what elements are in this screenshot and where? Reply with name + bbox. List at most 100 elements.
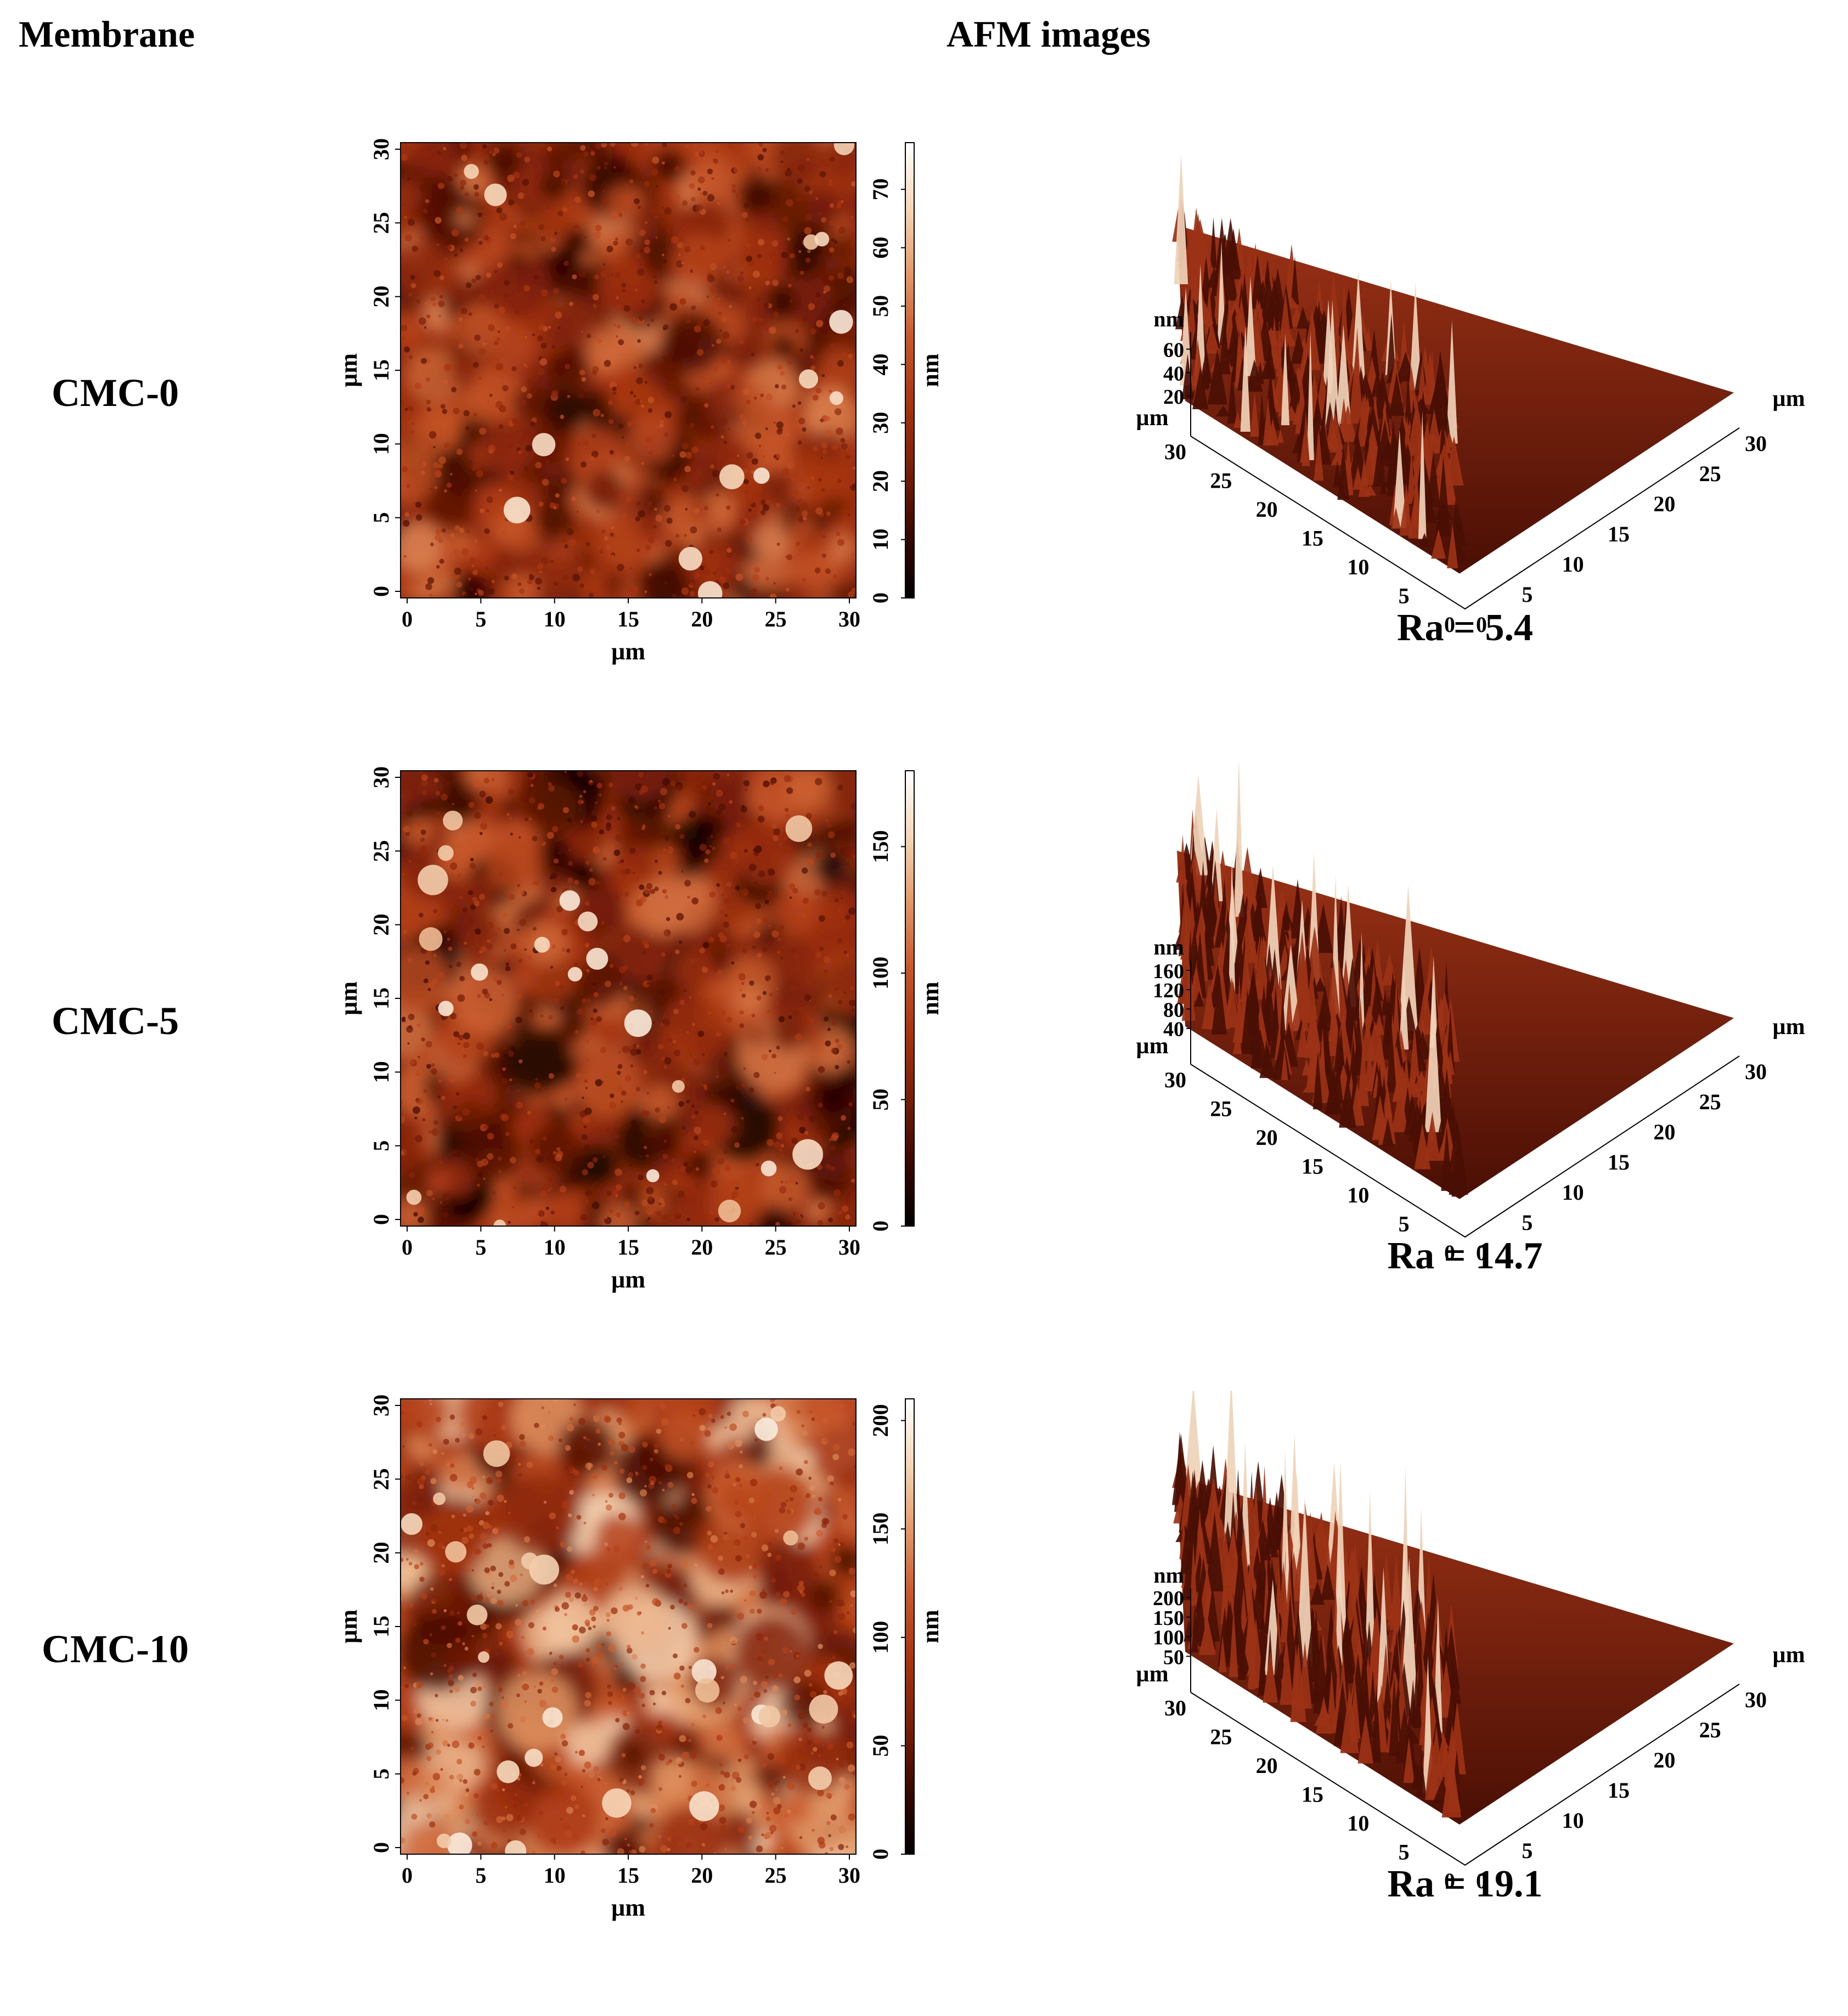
y-tick-label: 25 xyxy=(369,212,393,234)
y-tick-label: 30 xyxy=(369,766,393,788)
surface-left-tick-label: 30 xyxy=(1164,1068,1186,1092)
x-tick-label: 0 xyxy=(402,1235,413,1260)
colorbar-tick-label: 30 xyxy=(868,412,893,434)
surface-left-tick-label: 25 xyxy=(1210,1097,1232,1121)
colorbar-tick-label: 200 xyxy=(868,1404,893,1437)
y-tick-label: 20 xyxy=(369,914,393,936)
surface-right-tick-label: 20 xyxy=(1653,492,1675,516)
x-tick-label: 5 xyxy=(475,1235,486,1260)
y-tick-label: 10 xyxy=(369,1061,393,1083)
x-tick-label: 5 xyxy=(475,607,486,631)
surface-right-tick-label: 30 xyxy=(1745,431,1767,456)
y-axis-unit: µm xyxy=(335,981,362,1015)
surface-z-tick-label: 20 xyxy=(1163,386,1184,409)
y-tick-label: 0 xyxy=(369,1214,393,1225)
colorbar-tick-label: 0 xyxy=(868,1221,893,1232)
surface-left-tick-label: 5 xyxy=(1399,1212,1410,1236)
membrane-name: CMC-10 xyxy=(0,1627,230,1672)
y-tick-label: 15 xyxy=(369,987,393,1009)
height-map-texture xyxy=(368,763,886,1256)
surface-right-tick-label: 20 xyxy=(1653,1748,1675,1772)
colorbar-tick-label: 10 xyxy=(868,529,893,551)
y-tick-label: 0 xyxy=(369,586,393,597)
colorbar-tick-label: 100 xyxy=(868,1621,893,1654)
membrane-name: CMC-5 xyxy=(0,998,230,1044)
afm-images-header: AFM images xyxy=(946,12,1151,56)
x-tick-label: 10 xyxy=(544,607,566,631)
y-tick-label: 15 xyxy=(369,359,393,381)
surface-right-tick-label: 25 xyxy=(1699,1089,1721,1114)
afm-2d-height-map: 005510101515202025253030µmµm010203040506… xyxy=(329,134,977,683)
membrane-name: CMC-0 xyxy=(0,370,230,416)
surface-right-unit: µm xyxy=(1772,1642,1805,1668)
surface-right-unit: µm xyxy=(1772,386,1805,411)
surface-right-tick-label: 10 xyxy=(1562,1808,1584,1833)
colorbar-tick-label: 150 xyxy=(868,1512,893,1545)
surface-left-tick-label: 15 xyxy=(1302,526,1323,551)
colorbar-unit: nm xyxy=(917,981,944,1015)
x-tick-label: 20 xyxy=(691,1863,713,1888)
surface-left-tick-label: 5 xyxy=(1399,1840,1410,1865)
surface-left-tick-label: 30 xyxy=(1164,439,1186,464)
y-tick-label: 30 xyxy=(369,138,393,160)
height-map-texture xyxy=(366,1391,883,1878)
y-tick-label: 20 xyxy=(369,286,393,308)
x-axis-unit: µm xyxy=(611,638,645,665)
colorbar-tick-label: 150 xyxy=(868,830,893,863)
x-tick-label: 10 xyxy=(544,1863,566,1888)
x-tick-label: 15 xyxy=(617,1863,639,1888)
afm-2d-height-map: 005510101515202025253030µmµm050100150200… xyxy=(329,1391,977,1939)
y-tick-label: 10 xyxy=(369,1689,393,1711)
y-axis-unit: µm xyxy=(335,353,362,387)
x-tick-label: 30 xyxy=(838,607,860,631)
colorbar-tick-label: 50 xyxy=(868,1088,893,1110)
x-tick-label: 0 xyxy=(402,1863,413,1888)
surface-z-unit: nm xyxy=(1153,935,1184,959)
surface-right-tick-label: 15 xyxy=(1608,1778,1630,1803)
height-map-texture xyxy=(372,134,887,612)
y-tick-label: 25 xyxy=(369,1468,393,1490)
surface-z-tick-label: 60 xyxy=(1163,338,1184,362)
colorbar-unit: nm xyxy=(917,353,944,387)
x-tick-label: 10 xyxy=(544,1235,566,1260)
surface-left-tick-label: 15 xyxy=(1302,1782,1323,1807)
surface-left-tick-label: 10 xyxy=(1347,1183,1369,1207)
surface-left-tick-label: 25 xyxy=(1210,468,1232,493)
x-tick-label: 25 xyxy=(765,607,787,631)
surface-left-unit: µm xyxy=(1136,405,1168,431)
surface-z-unit: nm xyxy=(1153,307,1184,331)
x-tick-label: 20 xyxy=(691,1235,713,1260)
y-tick-label: 20 xyxy=(369,1542,393,1564)
colorbar-tick-label: 40 xyxy=(868,353,893,375)
surface-right-tick-label: 5 xyxy=(1522,1210,1533,1235)
y-tick-label: 0 xyxy=(369,1842,393,1853)
x-tick-label: 0 xyxy=(402,607,413,631)
roughness-value: Ra = 14.7 xyxy=(1262,1234,1668,1278)
surface-right-tick-label: 5 xyxy=(1522,1838,1533,1863)
surface-z-tick-label: 200 xyxy=(1153,1587,1184,1610)
roughness-value: Ra = 5.4 xyxy=(1262,606,1668,650)
colorbar-tick-label: 70 xyxy=(868,178,893,200)
y-tick-label: 5 xyxy=(369,1769,393,1780)
colorbar-tick-label: 60 xyxy=(868,237,893,259)
surface-left-tick-label: 10 xyxy=(1347,1811,1369,1836)
colorbar-tick-label: 50 xyxy=(868,1735,893,1757)
surface-right-tick-label: 10 xyxy=(1562,1180,1584,1205)
surface-left-tick-label: 20 xyxy=(1256,497,1278,522)
y-axis-unit: µm xyxy=(335,1610,362,1644)
colorbar-tick-label: 50 xyxy=(868,295,893,317)
roughness-value: Ra = 19.1 xyxy=(1262,1862,1668,1906)
x-tick-label: 15 xyxy=(617,1235,639,1260)
surface-z-tick-label: 40 xyxy=(1163,362,1184,385)
surface-left-tick-label: 10 xyxy=(1347,555,1369,579)
surface-left-tick-label: 20 xyxy=(1256,1125,1278,1150)
colorbar-tick-label: 100 xyxy=(868,957,893,990)
surface-right-tick-label: 25 xyxy=(1699,1718,1721,1742)
surface-z-tick-label: 150 xyxy=(1153,1607,1184,1630)
x-axis-unit: µm xyxy=(611,1894,645,1921)
colorbar-tick-label: 20 xyxy=(868,470,893,492)
y-tick-label: 30 xyxy=(369,1394,393,1416)
